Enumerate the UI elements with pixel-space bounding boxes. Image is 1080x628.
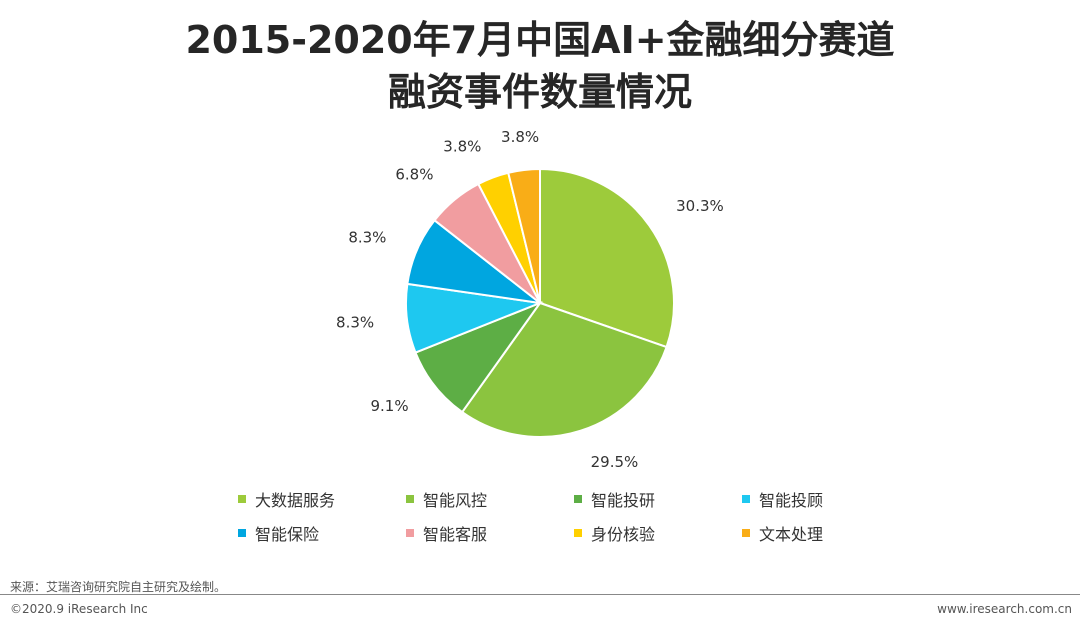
pie-slice-8 [507,167,541,304]
legend-item: 智能保险 [238,522,406,544]
legend-swatch [238,495,246,503]
legend-swatch [574,529,582,537]
source-note: 来源：艾瑞咨询研究院自主研究及绘制。 [10,580,227,594]
pie-data-label: 29.5% [591,453,639,471]
legend-swatch [238,529,246,537]
footer-divider [0,594,1080,595]
legend-label: 大数据服务 [255,491,336,510]
legend-item: 身份核验 [574,522,742,544]
chart-title: 2015-2020年7月中国AI+金融细分赛道 融资事件数量情况 [0,14,1080,118]
pie-data-label: 9.1% [370,397,408,415]
pie-data-label: 3.8% [501,128,539,146]
copyright: ©2020.9 iResearch Inc [10,602,148,616]
legend-item: 智能投顾 [742,488,878,510]
legend-swatch [406,529,414,537]
website-link[interactable]: www.iresearch.com.cn [937,602,1072,616]
legend-label: 智能保险 [255,525,320,544]
legend-label: 智能客服 [423,525,488,544]
pie-chart: 30.3% 29.5% 9.1% 8.3% 8.3% 6.8% 3.8% 3.8% [336,128,724,471]
legend-label: 身份核验 [591,525,656,544]
legend-item: 文本处理 [742,522,878,544]
pie-data-label: 30.3% [676,197,724,215]
legend-item: 智能客服 [406,522,574,544]
pie-data-label: 8.3% [348,228,386,246]
pie-data-label: 8.3% [336,314,374,332]
legend-label: 文本处理 [759,525,824,544]
pie-data-label: 6.8% [395,165,433,183]
legend-swatch [406,495,414,503]
pie-slice-1 [539,167,675,349]
legend-swatch [742,529,750,537]
chart-title-line-2: 融资事件数量情况 [387,70,692,114]
legend-item: 大数据服务 [238,488,406,510]
legend-label: 智能投顾 [759,491,824,510]
legend-item: 智能投研 [574,488,742,510]
pie-slice-2 [460,301,668,438]
legend-item: 智能风控 [406,488,574,510]
chart-title-line-1: 2015-2020年7月中国AI+金融细分赛道 [185,18,895,62]
legend-swatch [574,495,582,503]
legend-label: 智能投研 [591,491,656,510]
legend-label: 智能风控 [423,491,488,510]
legend-swatch [742,495,750,503]
legend: 大数据服务 智能风控 智能投研 智能投顾 智能保险 智能客服 身份核验 文本处理 [238,488,878,544]
pie-data-label: 3.8% [443,138,481,156]
